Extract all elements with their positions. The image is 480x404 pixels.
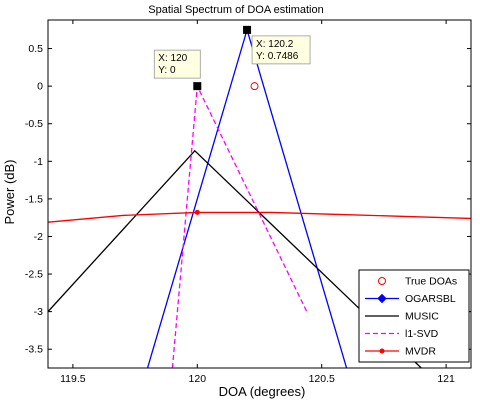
legend-swatch-marker — [379, 348, 385, 354]
y-tick-label: -2.5 — [25, 269, 43, 281]
y-tick-label: -0.5 — [25, 118, 43, 130]
y-tick-label: -2 — [34, 231, 43, 243]
x-tick-label: 121 — [437, 373, 455, 385]
true-doa-marker — [250, 82, 259, 91]
y-tick-label: 0.5 — [28, 43, 43, 55]
legend-label: True DOAs — [405, 276, 457, 288]
y-tick-label: -3 — [34, 306, 43, 318]
y-tick-label: -1 — [34, 156, 43, 168]
legend-swatch-marker — [378, 277, 386, 285]
datatip-point — [193, 82, 202, 91]
y-axis-label: Power (dB) — [2, 159, 17, 224]
y-tick-label: -1.5 — [25, 193, 43, 205]
series-line-2 — [48, 149, 422, 368]
datatip-box — [153, 49, 201, 79]
x-tick-label: 119.5 — [60, 373, 86, 385]
legend-swatch-marker — [377, 293, 387, 304]
tick-layer: 119.5 120 120.5 121 0.5 0 -0.5 -1 -1.5 -2 -2.5 -3 -3… — [25, 20, 471, 385]
mvdr-marker — [194, 209, 200, 215]
x-tick-label: 120.5 — [309, 373, 335, 385]
x-axis-label: DOA (degrees) — [219, 384, 306, 399]
datatip-box — [251, 35, 311, 65]
legend-label: MUSIC — [405, 311, 439, 323]
datatip-point — [243, 25, 252, 34]
y-tick-label: 0 — [37, 81, 43, 93]
datatip-y: Y: 0.7486 — [256, 51, 299, 62]
series-line-4 — [48, 211, 471, 223]
legend-label: OGARSBL — [405, 293, 456, 305]
datatip-y: Y: 0 — [158, 65, 176, 76]
chart-title: Spatial Spectrum of DOA estimation — [148, 4, 323, 16]
datatip-x: X: 120 — [158, 53, 187, 64]
x-tick-label: 120 — [189, 373, 207, 385]
axes-frame — [47, 19, 472, 369]
y-tick-label: -3.5 — [25, 344, 43, 356]
datatip-x: X: 120.2 — [256, 39, 294, 50]
legend: True DOAs OGARSBL MUSIC l1-SVD MVDR — [358, 269, 470, 363]
legend-label: MVDR — [405, 346, 436, 358]
legend-label: l1-SVD — [405, 328, 439, 340]
